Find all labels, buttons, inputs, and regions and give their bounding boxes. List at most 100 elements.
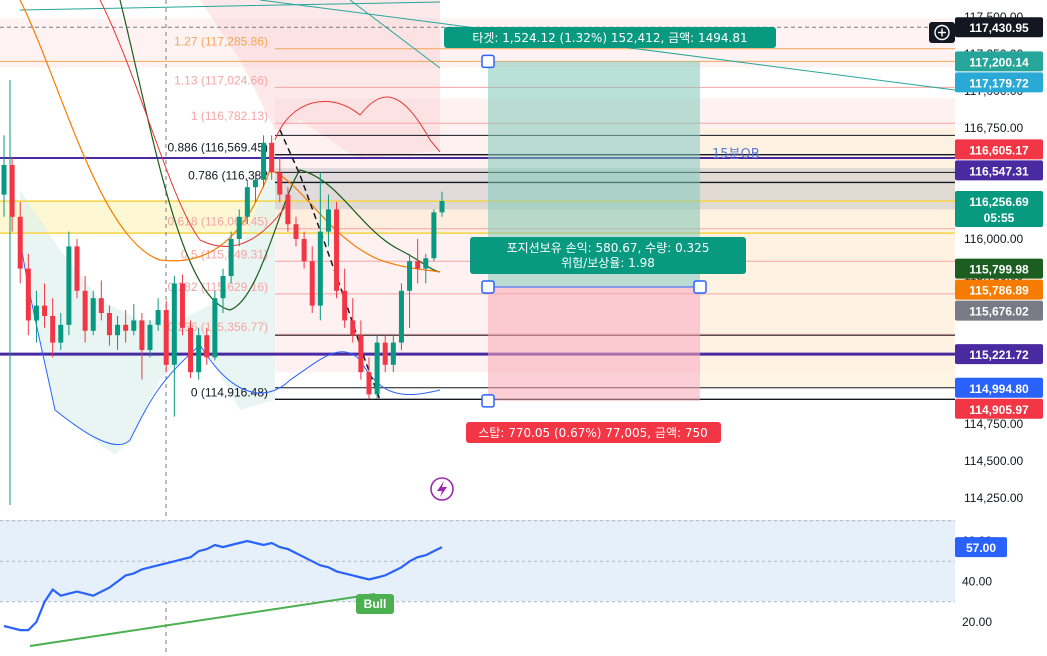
background-layer (955, 0, 1047, 656)
candle-body (17, 216, 23, 269)
candle-body (423, 258, 429, 269)
fib-label: 0.382 (115,629.16) (167, 280, 268, 294)
candle-body (334, 209, 340, 291)
candle-body (293, 224, 299, 239)
candle-body (131, 320, 137, 331)
bull-label-box (356, 594, 394, 614)
candles-layer (1, 135, 445, 417)
candle-body (66, 246, 72, 325)
price-badge-text: 116,547.31 (969, 164, 1029, 178)
candle-body (25, 268, 31, 321)
position-handle[interactable] (481, 280, 495, 294)
price-axis-panel (955, 0, 1047, 656)
price-badge (955, 258, 1043, 279)
fib-label: 1.27 (117,285.86) (174, 35, 268, 49)
candle-body (309, 261, 315, 306)
price-badge-countdown: 05:55 (984, 211, 1015, 225)
price-badge (955, 51, 1043, 72)
candle-body (244, 187, 250, 217)
rsi-axis-tick: 20.00 (962, 615, 992, 629)
trendline (349, 0, 441, 69)
candle-body (58, 324, 64, 343)
candle-body (317, 231, 323, 306)
candle-body (236, 216, 242, 239)
candle-body (439, 201, 445, 213)
price-badge-text: 116,605.17 (969, 143, 1029, 157)
ma-red-line (99, 0, 291, 247)
candle-body (163, 310, 169, 365)
price-badge-text: 116,256.69 (969, 195, 1029, 209)
price-badge-text: 115,799.98 (969, 263, 1029, 277)
bull-divergence-line (29, 593, 376, 647)
price-badge (955, 160, 1043, 181)
candle-body (179, 283, 185, 328)
price-badge (955, 191, 1043, 228)
candle-body (212, 298, 218, 358)
stop-zone (488, 286, 700, 401)
fibonacci-layer: 1.27 (117,285.86) 1.13 (117,024.66) 1 (116… (0, 0, 956, 656)
price-badge (955, 398, 1043, 419)
price-axis-tick: 114,250.00 (964, 491, 1023, 505)
candle-body (358, 335, 364, 373)
position-handle[interactable] (481, 54, 495, 69)
stop-label: 스탑: 770.05 (0.67%) 77,005, 금액: 750 (478, 426, 708, 440)
ob-label: 15분OB (712, 147, 760, 162)
price-badge (955, 139, 1043, 160)
candle-body (98, 298, 104, 313)
price-badge (955, 17, 1043, 38)
fib-label: 0.5 (115,849.31) (181, 247, 268, 261)
price-axis[interactable]: 117,500.00117,250.00117,000.00116,750.00… (955, 10, 1043, 505)
candle-body (374, 342, 380, 395)
position-handle[interactable] (481, 394, 495, 408)
candle-body (431, 212, 437, 259)
price-badge (955, 279, 1043, 300)
position-tool-layer[interactable]: 타겟: 1,524.12 (1.32%) 152,412, 금액: 1494.8… (444, 27, 776, 443)
rsi-current-badge (955, 537, 1007, 558)
stop-label-box (466, 422, 721, 443)
position-handle[interactable] (693, 280, 707, 294)
fib-label: 1 (116,782.13) (191, 109, 268, 123)
candle-body (277, 172, 283, 195)
price-badge-text: 115,786.89 (969, 284, 1029, 298)
rsi-current-label: 57.00 (966, 541, 996, 555)
candle-body (325, 209, 331, 232)
candle-body (82, 290, 88, 331)
crosshair-plus-icon[interactable] (929, 22, 955, 43)
candle-body (390, 342, 396, 365)
candle-body (188, 327, 194, 373)
price-badge-text: 114,905.97 (969, 403, 1029, 417)
candle-body (50, 315, 56, 343)
candle-body (42, 305, 48, 316)
candle-body (220, 276, 226, 299)
price-axis-tick: 116,750.00 (964, 121, 1023, 135)
candle-body (382, 342, 388, 365)
candle-body (407, 261, 413, 291)
entry-label-line2: 위험/보상율: 1.98 (561, 256, 655, 270)
ema-dark-green-line (119, 0, 441, 311)
candle-body (252, 179, 258, 188)
candle-body (33, 305, 39, 321)
candle-body (261, 142, 267, 180)
candle-body (285, 194, 291, 225)
zigzag-line (279, 129, 381, 401)
bollinger-fill (20, 140, 275, 455)
price-badge-text: 114,994.80 (969, 382, 1029, 396)
price-badge (955, 300, 1043, 321)
candle-body (106, 313, 112, 336)
candle-body (139, 320, 145, 350)
candle-body (415, 261, 421, 269)
candle-body (228, 239, 234, 276)
lightning-icon[interactable] (430, 477, 454, 501)
candle-body (342, 290, 348, 321)
fib-label: 0.618 (116,069.45) (167, 215, 268, 229)
candle-body (350, 320, 356, 336)
entry-label-line1: 포지션보유 손익: 580.67, 수량: 0.325 (507, 241, 710, 255)
fib-label: 0.886 (116,569.45) (167, 141, 268, 155)
candle-body (196, 335, 202, 373)
price-badge (955, 344, 1043, 365)
price-axis-tick: 116,000.00 (964, 232, 1023, 246)
zones-layer (0, 0, 955, 455)
candle-body (123, 324, 129, 331)
